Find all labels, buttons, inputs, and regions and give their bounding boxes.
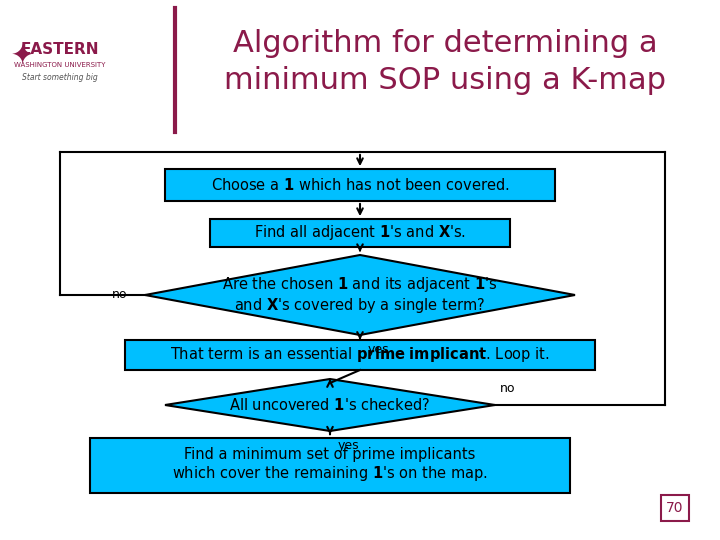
Bar (165, 169, 555, 201)
Text: All uncovered $\bf{1}$'s checked?: All uncovered $\bf{1}$'s checked? (230, 397, 431, 413)
Text: Algorithm for determining a
minimum SOP using a K-map: Algorithm for determining a minimum SOP … (224, 29, 666, 95)
Text: no: no (500, 382, 516, 395)
Text: no: no (112, 288, 127, 301)
Text: ✦: ✦ (10, 41, 34, 69)
Text: That term is an essential $\bf{prime}$ $\bf{implicant}$. Loop it.: That term is an essential $\bf{prime}$ $… (170, 346, 550, 365)
Bar (90, 437, 570, 492)
Text: Start something big: Start something big (22, 73, 98, 83)
Text: Choose a $\bf{1}$ which has not been covered.: Choose a $\bf{1}$ which has not been cov… (211, 177, 509, 193)
Text: yes: yes (338, 439, 359, 452)
Polygon shape (145, 255, 575, 335)
Text: Find all adjacent $\bf{1}$'s and $\bf{X}$'s.: Find all adjacent $\bf{1}$'s and $\bf{X}… (254, 224, 466, 242)
Polygon shape (165, 379, 495, 431)
Text: 70: 70 (666, 501, 684, 515)
Text: yes: yes (368, 343, 390, 356)
Bar (210, 219, 510, 247)
Text: WASHINGTON UNIVERSITY: WASHINGTON UNIVERSITY (14, 62, 106, 68)
Text: Find a minimum set of prime implicants
which cover the remaining $\bf{1}$'s on t: Find a minimum set of prime implicants w… (172, 447, 488, 483)
Bar (125, 340, 595, 370)
Text: Are the chosen $\bf{1}$ and its adjacent $\bf{1}$'s
and $\bf{X}$'s covered by a : Are the chosen $\bf{1}$ and its adjacent… (222, 275, 498, 315)
Text: EASTERN: EASTERN (21, 43, 99, 57)
